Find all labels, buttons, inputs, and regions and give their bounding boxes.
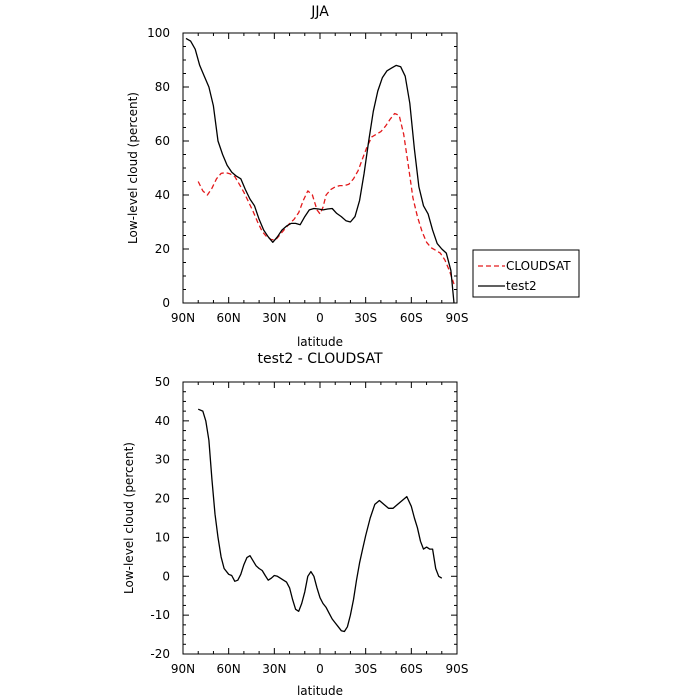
chart-panel-bottom: test2 - CLOUDSAT 90N 60N 30N 0 30S 60S 90S -20 -…	[122, 351, 468, 698]
x-tick-label: 60N	[217, 662, 241, 676]
x-tick-label: 60N	[217, 311, 241, 325]
x-axis-label: latitude	[297, 684, 343, 698]
x-tick-label: 60S	[400, 662, 423, 676]
axis-ticks: 90N 60N 30N 0 30S 60S 90S -20 -10 0 10 20 30 40 50	[150, 375, 468, 676]
y-axis-label: Low-level cloud (percent)	[126, 92, 140, 244]
y-tick-label: 0	[162, 569, 170, 583]
y-tick-label: 50	[155, 375, 170, 389]
x-tick-label: 30N	[262, 311, 286, 325]
chart-title: JJA	[310, 4, 329, 20]
y-tick-label: 80	[155, 80, 170, 94]
x-tick-label: 30S	[354, 662, 377, 676]
x-axis-label: latitude	[297, 335, 343, 349]
y-tick-label: 100	[147, 26, 170, 40]
legend: CLOUDSAT test2	[472, 249, 580, 298]
y-axis-label: Low-level cloud (percent)	[122, 442, 136, 594]
plot-frame	[182, 32, 458, 304]
plot-frame	[182, 381, 458, 655]
legend-label-test2: test2	[506, 279, 537, 293]
legend-box	[472, 249, 580, 298]
y-tick-label: -10	[150, 608, 170, 622]
x-tick-label: 90S	[446, 662, 469, 676]
x-tick-label: 30N	[262, 662, 286, 676]
series-line-test2	[185, 37, 455, 304]
series-line-cloudsat	[197, 112, 455, 285]
x-tick-label: 60S	[400, 311, 423, 325]
x-tick-label: 90N	[171, 662, 195, 676]
y-tick-label: 20	[155, 492, 170, 506]
chart-title: test2 - CLOUDSAT	[257, 351, 383, 367]
y-tick-label: 20	[155, 242, 170, 256]
axis-ticks: 90N 60N 30N 0 30S 60S 90S 0 20 40 60 80 100	[147, 26, 468, 325]
y-tick-label: 60	[155, 134, 170, 148]
y-tick-label: 30	[155, 453, 170, 467]
x-tick-label: 0	[316, 311, 324, 325]
y-tick-label: 10	[155, 530, 170, 544]
x-tick-label: 90N	[171, 311, 195, 325]
y-tick-label: 40	[155, 414, 170, 428]
y-tick-label: 40	[155, 188, 170, 202]
legend-label-cloudsat: CLOUDSAT	[506, 259, 571, 273]
chart-marks	[197, 408, 443, 633]
chart-panel-top: JJA 90N 60N 30N 0 30S 60S 90S 0 20 40 60 80 100 lati…	[126, 4, 580, 349]
series-line-difference	[197, 408, 443, 633]
x-tick-label: 0	[316, 662, 324, 676]
x-tick-label: 30S	[354, 311, 377, 325]
y-tick-label: 0	[162, 296, 170, 310]
chart-marks	[185, 37, 455, 304]
x-tick-label: 90S	[446, 311, 469, 325]
y-tick-label: -20	[150, 647, 170, 661]
